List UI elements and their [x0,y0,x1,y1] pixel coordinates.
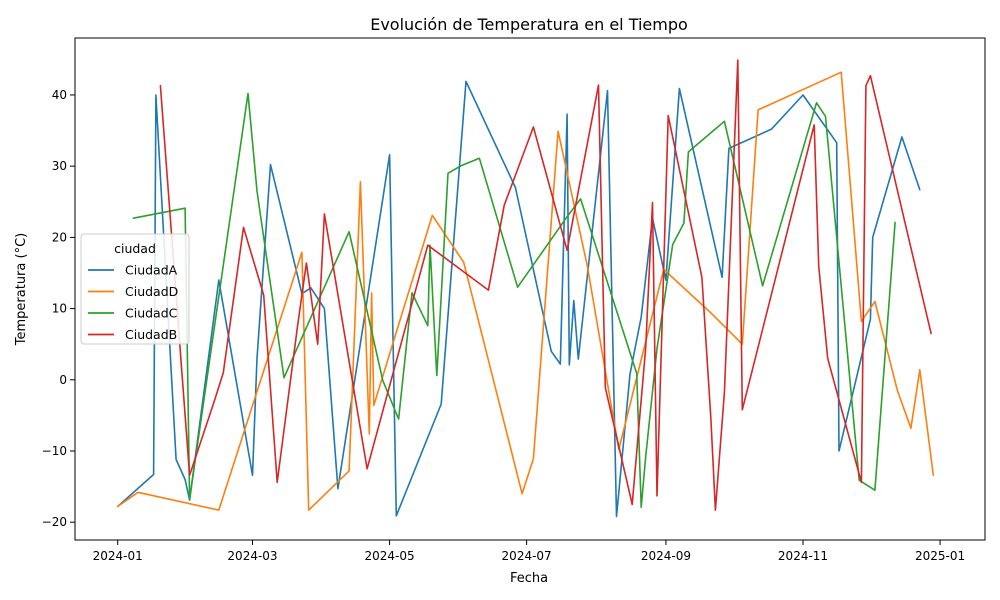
y-tick-label: −20 [42,515,67,529]
x-tick-label: 2024-07 [502,549,552,563]
legend-title: ciudad [114,241,156,256]
y-tick-label: 0 [59,373,67,387]
legend-box [80,233,190,345]
plot-lines [116,59,935,518]
chart-title: Evolución de Temperatura en el Tiempo [370,15,688,34]
y-axis-title: Temperatura (°C) [14,233,29,346]
legend-items: CiudadA CiudadD CiudadC CiudadB [88,263,178,342]
legend-label-ciudadb: CiudadB [125,327,177,342]
legend-label-ciudadd: CiudadD [125,284,178,299]
plot-frame [74,37,986,541]
legend-label-ciudadc: CiudadC [125,306,178,321]
y-tick-label: −10 [42,444,67,458]
series-line-ciudadd [116,71,935,511]
x-tick-label: 2024-03 [227,549,277,563]
y-tick-label: 30 [52,159,67,173]
series-line-ciudadc [132,92,896,509]
x-axis: 2024-01 2024-03 2024-05 2024-07 2024-09 2024-… [93,540,965,563]
x-tick-label: 2024-09 [641,549,691,563]
y-tick-label: 40 [52,88,67,102]
legend-label-ciudada: CiudadA [125,263,178,278]
x-tick-label: 2025-01 [915,549,965,563]
series-line-ciudadb [159,59,932,511]
y-tick-label: 20 [52,230,67,244]
x-tick-label: 2024-01 [93,549,143,563]
y-tick-label: 10 [52,302,67,316]
x-tick-label: 2024-11 [778,549,828,563]
legend: ciudad CiudadA CiudadD CiudadC CiudadB [80,233,190,345]
x-tick-label: 2024-05 [364,549,414,563]
x-axis-title: Fecha [510,571,548,586]
y-axis: −20 −10 0 10 20 30 40 [42,88,75,529]
